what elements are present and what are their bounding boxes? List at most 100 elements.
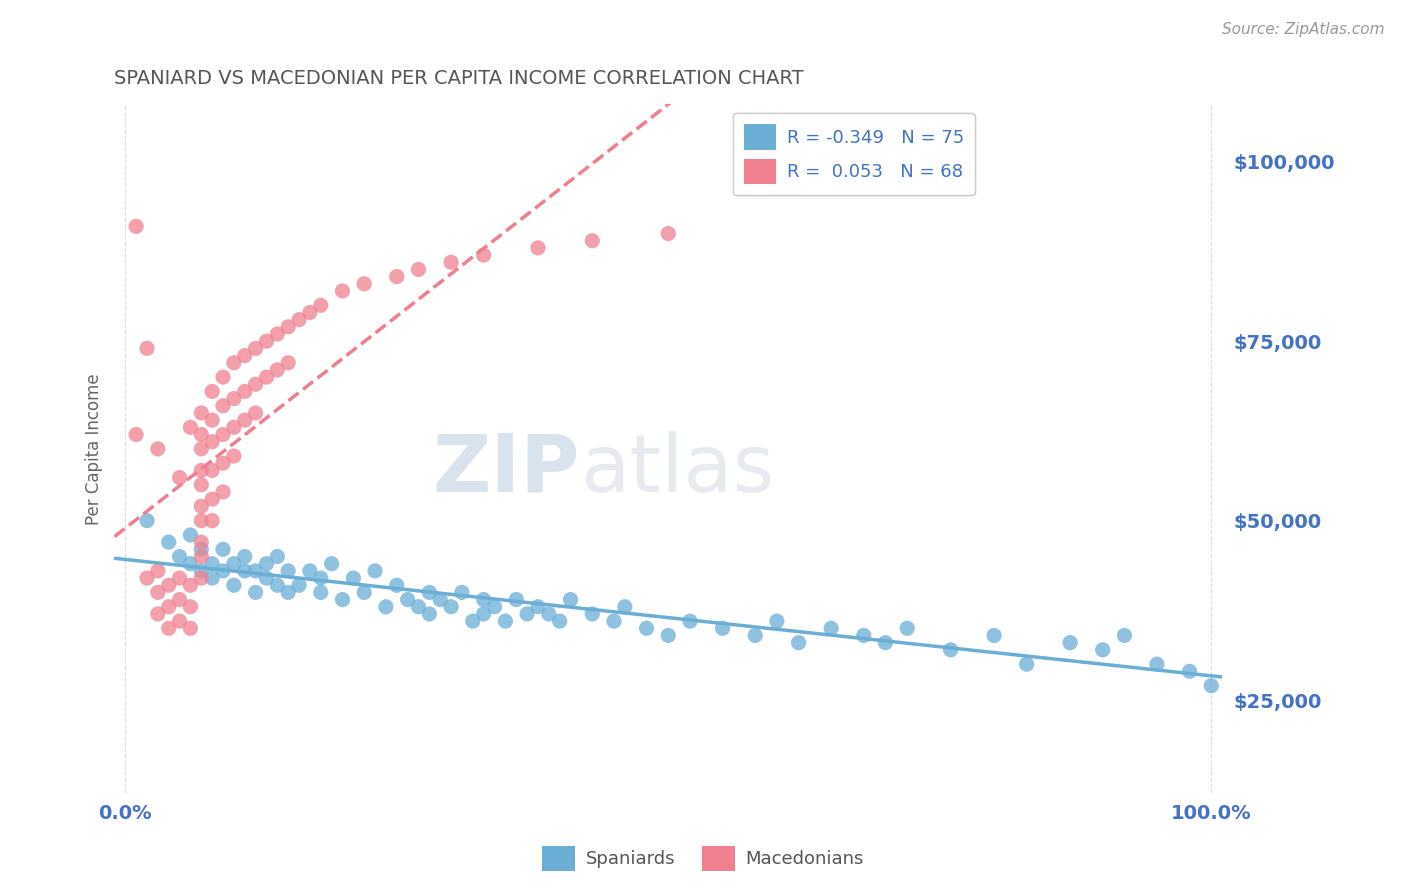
- Point: [374, 599, 396, 614]
- Point: [613, 599, 636, 614]
- Point: [212, 564, 235, 578]
- Point: [266, 549, 288, 564]
- Point: [277, 356, 299, 370]
- Point: [484, 599, 506, 614]
- Point: [527, 241, 550, 255]
- Point: [233, 384, 256, 399]
- Point: [309, 585, 332, 599]
- Point: [245, 342, 267, 356]
- Point: [125, 219, 148, 234]
- Point: [451, 585, 474, 599]
- Point: [245, 377, 267, 392]
- Point: [169, 614, 191, 628]
- Y-axis label: Per Capita Income: Per Capita Income: [86, 373, 103, 524]
- Point: [245, 585, 267, 599]
- Point: [179, 528, 201, 542]
- Point: [212, 370, 235, 384]
- Point: [201, 571, 224, 585]
- Text: SPANIARD VS MACEDONIAN PER CAPITA INCOME CORRELATION CHART: SPANIARD VS MACEDONIAN PER CAPITA INCOME…: [114, 69, 804, 87]
- Point: [190, 442, 212, 456]
- Point: [516, 607, 538, 621]
- Point: [212, 542, 235, 557]
- Point: [169, 592, 191, 607]
- Point: [136, 342, 159, 356]
- Point: [136, 514, 159, 528]
- Point: [245, 564, 267, 578]
- Point: [309, 571, 332, 585]
- Point: [233, 564, 256, 578]
- Point: [787, 635, 810, 649]
- Point: [222, 449, 245, 463]
- Point: [494, 614, 516, 628]
- Point: [472, 592, 495, 607]
- Point: [527, 599, 550, 614]
- Point: [190, 564, 212, 578]
- Point: [256, 571, 278, 585]
- Point: [157, 599, 180, 614]
- Point: [212, 399, 235, 413]
- Point: [429, 592, 451, 607]
- Point: [288, 312, 311, 326]
- Point: [852, 628, 875, 642]
- Point: [548, 614, 571, 628]
- Point: [222, 356, 245, 370]
- Point: [820, 621, 842, 635]
- Point: [190, 406, 212, 420]
- Point: [288, 578, 311, 592]
- Point: [157, 578, 180, 592]
- Point: [408, 262, 430, 277]
- Point: [233, 549, 256, 564]
- Point: [679, 614, 702, 628]
- Point: [190, 542, 212, 557]
- Point: [212, 484, 235, 499]
- Point: [309, 298, 332, 312]
- Point: [190, 463, 212, 477]
- Point: [396, 592, 419, 607]
- Point: [233, 349, 256, 363]
- Point: [939, 643, 962, 657]
- Point: [146, 442, 169, 456]
- Point: [353, 585, 375, 599]
- Point: [385, 269, 408, 284]
- Point: [190, 477, 212, 491]
- Point: [364, 564, 387, 578]
- Point: [201, 384, 224, 399]
- Point: [169, 470, 191, 484]
- Point: [201, 413, 224, 427]
- Point: [201, 557, 224, 571]
- Text: atlas: atlas: [579, 431, 775, 508]
- Point: [581, 607, 603, 621]
- Point: [146, 607, 169, 621]
- Point: [146, 585, 169, 599]
- Point: [298, 564, 321, 578]
- Point: [298, 305, 321, 319]
- Point: [190, 500, 212, 514]
- Point: [136, 571, 159, 585]
- Point: [1059, 635, 1081, 649]
- Point: [342, 571, 364, 585]
- Point: [190, 571, 212, 585]
- Point: [222, 557, 245, 571]
- Point: [157, 535, 180, 549]
- Point: [169, 549, 191, 564]
- Point: [190, 427, 212, 442]
- Point: [896, 621, 918, 635]
- Point: [201, 463, 224, 477]
- Point: [179, 578, 201, 592]
- Point: [983, 628, 1005, 642]
- Point: [222, 578, 245, 592]
- Text: Source: ZipAtlas.com: Source: ZipAtlas.com: [1222, 22, 1385, 37]
- Point: [440, 255, 463, 269]
- Point: [581, 234, 603, 248]
- Point: [277, 319, 299, 334]
- Legend: R = -0.349   N = 75, R =  0.053   N = 68: R = -0.349 N = 75, R = 0.053 N = 68: [733, 113, 974, 195]
- Point: [766, 614, 789, 628]
- Point: [560, 592, 582, 607]
- Point: [245, 406, 267, 420]
- Point: [277, 564, 299, 578]
- Point: [179, 621, 201, 635]
- Point: [169, 571, 191, 585]
- Point: [332, 592, 354, 607]
- Point: [201, 514, 224, 528]
- Point: [179, 557, 201, 571]
